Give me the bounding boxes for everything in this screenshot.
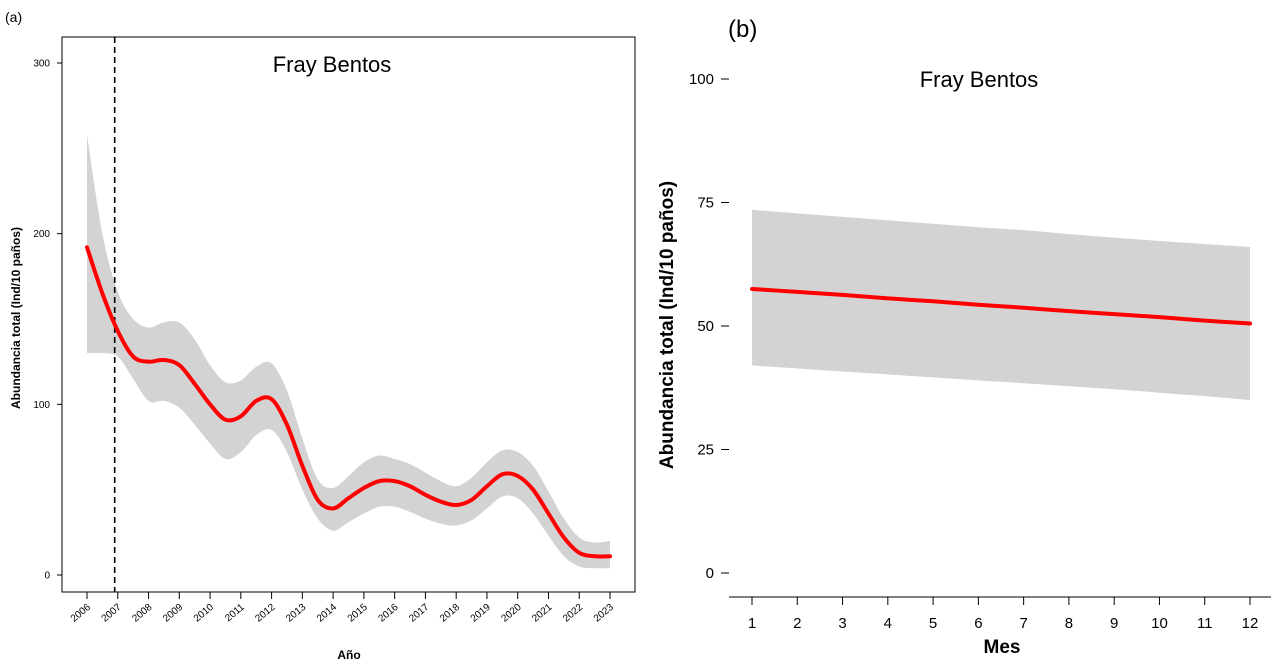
panel-a-y-axis-ticks: 0 100 200 300 <box>33 59 62 582</box>
panel-b-x-tick-label: 1 <box>748 615 756 632</box>
panel-b-x-tick-label: 9 <box>1110 615 1118 632</box>
panel-b-x-tick-label: 10 <box>1151 615 1168 632</box>
panel-b-x-tick-label: 8 <box>1065 615 1073 632</box>
panel-b-trend-line <box>750 286 1252 326</box>
panel-b-x-axis-label: Mes <box>984 637 1021 658</box>
panel-a-y-tick-label: 300 <box>33 59 50 70</box>
panel-a-label: (a) <box>5 9 22 25</box>
panel-a-ci-band-area <box>87 134 610 569</box>
panel-a-y-tick-label: 100 <box>33 400 50 411</box>
panel-a-x-tick-label: 2011 <box>223 602 247 625</box>
panel-a-x-tick-label: 2019 <box>469 602 493 625</box>
panel-b-series-line <box>750 286 1252 326</box>
panel-b-x-tick-label: 2 <box>793 615 801 632</box>
panel-a-x-tick-label: 2012 <box>253 602 277 625</box>
panel-b-x-tick-label: 11 <box>1197 615 1213 632</box>
panel-b-x-tick-label: 5 <box>929 615 937 632</box>
panel-a-series-line <box>85 245 612 559</box>
panel-a-x-axis-ticks: 2006 2007 2008 2009 2010 2011 2012 2013 2014 2015… <box>69 592 616 625</box>
panel-a-trend-line <box>85 245 612 559</box>
panel-a-x-tick-label: 2017 <box>407 602 431 625</box>
panel-a-x-tick-label: 2021 <box>530 602 554 625</box>
panel-a-x-tick-label: 2013 <box>284 602 308 625</box>
panel-b-label: (b) <box>728 16 757 43</box>
panel-b-y-tick-label: 100 <box>689 71 714 88</box>
panel-a-x-tick-label: 2008 <box>130 602 154 625</box>
panel-b-x-tick-label: 12 <box>1242 615 1259 632</box>
panel-b-x-tick-label: 4 <box>884 615 892 632</box>
panel-b-y-tick-label: 50 <box>697 318 714 335</box>
panel-a-y-tick-label: 0 <box>44 571 50 582</box>
panel-a-plot-frame <box>61 36 636 593</box>
panel-b-y-tick-label: 25 <box>697 442 714 459</box>
panel-a-x-tick-label: 2014 <box>315 602 339 625</box>
panel-b-x-tick-label: 3 <box>838 615 846 632</box>
panel-b-title: Fray Bentos <box>920 67 1039 92</box>
panel-a-x-tick-label: 2007 <box>100 602 124 625</box>
panel-b-x-tick-label: 6 <box>974 615 982 632</box>
panel-b-y-axis-ticks: 0 25 50 75 100 <box>689 71 729 582</box>
panel-a-x-tick-label: 2006 <box>69 602 93 625</box>
panel-a-title: Fray Bentos <box>273 52 392 77</box>
panel-a-x-axis-label: Año <box>337 648 360 660</box>
panel-a-x-tick-label: 2018 <box>438 602 462 625</box>
panel-a-x-tick-label: 2015 <box>346 602 370 625</box>
panel-b-x-tick-label: 7 <box>1019 615 1027 632</box>
panel-a-x-tick-label: 2010 <box>192 602 216 625</box>
panel-a-confidence-band <box>87 134 610 569</box>
panel-a-x-tick-label: 2022 <box>561 602 585 625</box>
panel-b-y-tick-label: 0 <box>706 565 714 582</box>
panel-a-x-tick-label: 2020 <box>500 602 524 625</box>
panel-b-y-axis-label: Abundancia total (Ind/10 paños) <box>657 181 678 469</box>
panel-b-y-tick-label: 75 <box>697 195 714 212</box>
panel-a-x-tick-label: 2016 <box>376 602 400 625</box>
panel-a-x-tick-label: 2009 <box>161 602 185 625</box>
panel-a-y-axis-label: Abundancia total (Ind/10 paños) <box>9 227 23 409</box>
panel-a-y-tick-label: 200 <box>33 229 50 240</box>
panel-a-x-tick-label: 2023 <box>592 602 616 625</box>
panel-b-x-axis-ticks: 1 2 3 4 5 6 7 8 9 10 11 12 <box>748 597 1259 632</box>
